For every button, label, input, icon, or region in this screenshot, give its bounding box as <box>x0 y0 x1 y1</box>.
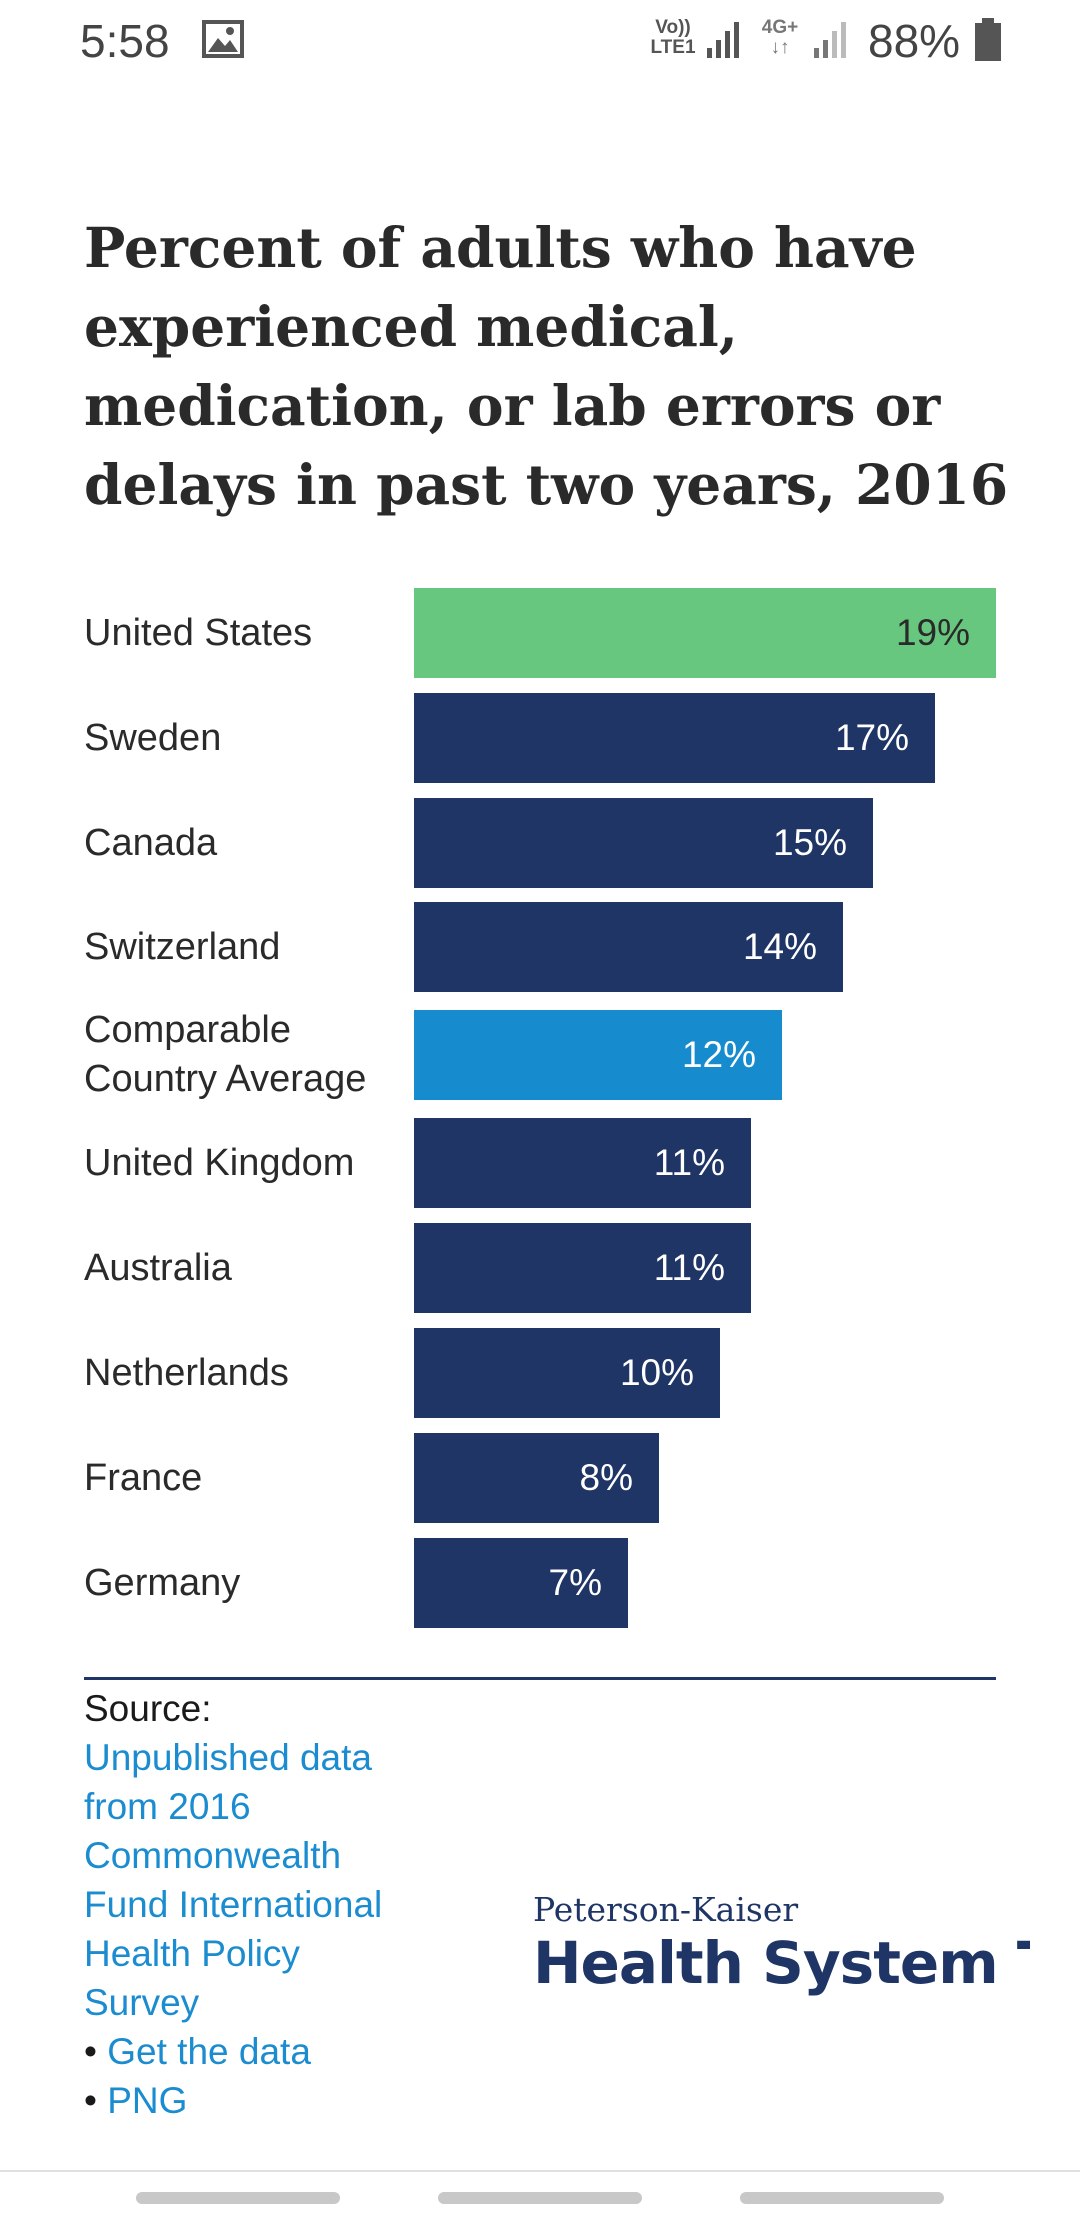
bottom-navigation-bar <box>0 2170 1080 2220</box>
status-bar: 5:58 Vo)) LTE1 4G+ ↓↑ 88% <box>0 0 1080 84</box>
source-label: Source: <box>84 1688 212 1729</box>
bar-value-label: 7% <box>548 1562 602 1603</box>
health-system-tracker-logo[interactable]: Peterson-Kaiser Health System Tracker <box>533 1890 1030 2010</box>
network-type-line1: 4G+ <box>761 17 799 38</box>
nav-recents-pill[interactable] <box>740 2192 944 2204</box>
get-the-data-link[interactable]: Get the data <box>107 2031 311 2072</box>
png-item: • PNG <box>84 2076 414 2125</box>
battery-percent: 88% <box>868 15 961 67</box>
bar: 10% <box>414 1328 720 1418</box>
bar-category-label: Germany <box>84 1562 241 1604</box>
bar: 15% <box>414 798 873 888</box>
bar: 11% <box>414 1223 751 1313</box>
volte-line1: Vo)) <box>655 17 691 38</box>
bar-category-label: United States <box>84 612 313 654</box>
bar-category-label: Netherlands <box>84 1352 289 1394</box>
source-section: Source: Unpublished data from 2016 Commo… <box>84 1684 414 2125</box>
bar-value-label: 8% <box>579 1457 633 1498</box>
bar: 19% <box>414 588 996 678</box>
volte-indicator: Vo)) LTE1 <box>648 18 698 58</box>
bar: 7% <box>414 1538 628 1628</box>
bar: 17% <box>414 693 935 783</box>
bar-category-label: United Kingdom <box>84 1142 355 1184</box>
bar: 12% <box>414 1010 782 1100</box>
source-link[interactable]: Unpublished data from 2016 Commonwealth … <box>84 1737 383 2023</box>
logo-top-text: Peterson-Kaiser <box>533 1890 799 1929</box>
bar-value-label: 10% <box>619 1352 694 1393</box>
bar: 14% <box>414 902 843 992</box>
volte-line2: LTE1 <box>650 37 696 58</box>
horizontal-bar-chart: United States 19% Sweden 17% Canada 15% Switze… <box>84 588 996 1638</box>
chart-title: Percent of adults who have experienced m… <box>84 215 1009 517</box>
bullet: • <box>84 2080 97 2121</box>
bar-category-label: Switzerland <box>84 926 281 968</box>
battery-icon <box>975 18 1001 61</box>
bar-category-label: France <box>84 1457 203 1499</box>
bar-value-label: 11% <box>653 1142 725 1183</box>
status-time: 5:58 <box>80 15 170 67</box>
bar-category-label: Canada <box>84 822 218 864</box>
nav-home-pill[interactable] <box>438 2192 642 2204</box>
logo-main-text: Health System Tracker <box>533 1929 1030 1997</box>
bar-category-label: Comparable Country Average <box>84 1009 367 1100</box>
bar: 8% <box>414 1433 659 1523</box>
bar-category-label: Sweden <box>84 717 222 759</box>
bar-value-label: 12% <box>681 1034 756 1075</box>
signal-strength-icon <box>707 22 739 58</box>
bar-value-label: 11% <box>653 1247 725 1288</box>
image-notification-icon <box>202 20 244 58</box>
png-link[interactable]: PNG <box>107 2080 188 2121</box>
nav-back-pill[interactable] <box>136 2192 340 2204</box>
bar: 11% <box>414 1118 751 1208</box>
signal-strength-icon-secondary <box>814 22 846 58</box>
bullet: • <box>84 2031 97 2072</box>
get-data-item: • Get the data <box>84 2027 414 2076</box>
source-divider <box>84 1677 996 1680</box>
bar-value-label: 19% <box>895 612 970 653</box>
network-type-line2: ↓↑ <box>770 37 790 58</box>
bar-value-label: 17% <box>834 717 909 758</box>
bar-value-label: 15% <box>772 822 847 863</box>
network-type-indicator: 4G+ ↓↑ <box>755 18 805 58</box>
bar-category-label: Australia <box>84 1247 232 1289</box>
bar-value-label: 14% <box>742 926 817 967</box>
